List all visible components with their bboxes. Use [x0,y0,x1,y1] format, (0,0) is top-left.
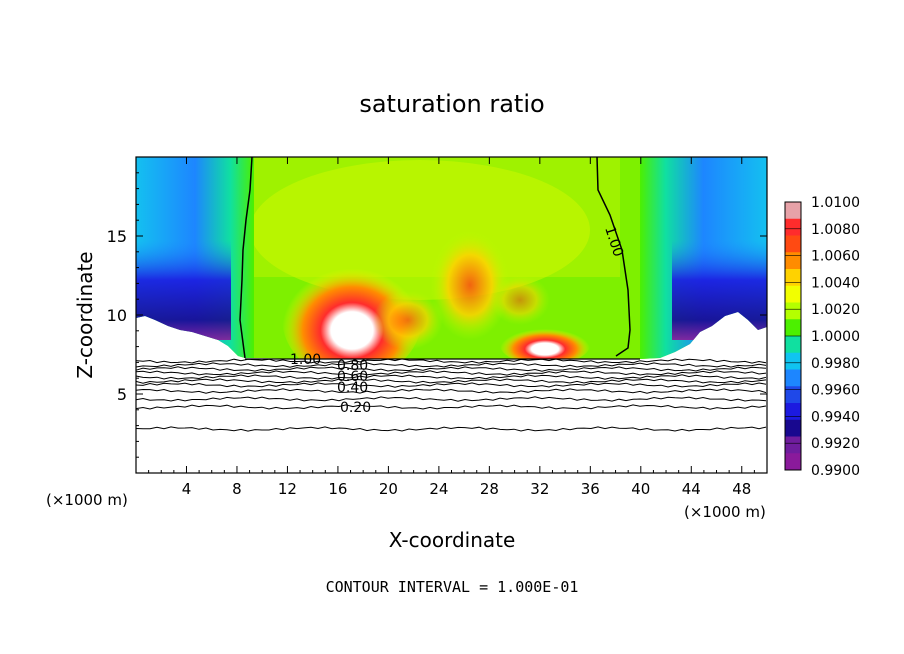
colorbar-label: 0.9900 [811,463,860,479]
colorbar-label: 0.9980 [811,356,860,372]
right-1.00-contour [596,156,631,357]
contour-line [135,378,767,384]
x-axis-label: X-coordinate [389,528,516,552]
colorbar-swatch [785,319,801,337]
colorbar-label: 1.0100 [811,195,860,211]
x-tick-label: 4 [182,480,192,498]
x-unit-left: (×1000 m) [46,491,128,509]
contour-line [135,366,767,372]
y-axis-label: Z-coordinate [73,251,97,378]
y-tick-label: 5 [117,385,127,404]
left-1.00-contour [239,156,253,359]
colorbar-label: 1.0020 [811,302,860,318]
colorbar-swatch [785,235,801,253]
x-tick-label: 40 [631,480,650,498]
left-low-dry-zone [136,240,231,340]
colorbar-label: 1.0040 [811,275,860,291]
colorbar-swatch [785,269,801,287]
colorbar-label: 0.9920 [811,436,860,452]
saturation-field [136,157,767,359]
contour-label-1.00: 1.00 [290,352,321,368]
contour-line [135,370,767,376]
contour-line [135,396,767,402]
low-level-contours [135,358,767,432]
colorbar-label: 1.0080 [811,222,860,238]
colorbar: 1.0100 1.0080 1.0060 1.0040 1.0020 1.0000 0.99… [784,195,860,479]
supersaturated-plume-5 [490,275,550,325]
colorbar-swatch [785,218,801,236]
contour-interval-text: CONTOUR INTERVAL = 1.000E-01 [326,578,579,596]
colorbar-swatch [785,436,801,454]
x-tick-label: 32 [530,480,549,498]
contour-line [135,374,767,380]
contour-label-group: 1.00 1.00 0.80 0.60 0.40 0.20 [290,224,626,416]
colorbar-swatch [785,403,801,421]
contour-line [135,426,767,432]
contour-line [135,358,767,364]
x-tick-label: 20 [379,480,398,498]
x-tick-label: 24 [429,480,448,498]
colorbar-label: 1.0000 [811,329,860,345]
y-axis: 5 10 15 [107,172,767,458]
x-tick-label: 16 [328,480,347,498]
contour-line [135,388,767,394]
colorbar-label: 0.9960 [811,383,860,399]
colorbar-swatch [785,252,801,270]
colorbar-swatch [785,202,801,220]
chart-title: saturation ratio [359,90,544,118]
colorbar-swatch [785,302,801,320]
field-contours [239,156,631,359]
colorbar-swatch [785,386,801,404]
contour-label-0.40: 0.40 [337,380,368,396]
x-tick-label: 44 [682,480,701,498]
colorbar-label: 1.0060 [811,249,860,265]
x-unit-right: (×1000 m) [684,503,766,521]
contour-label-0.60: 0.60 [337,369,368,385]
colorbar-swatch [785,285,801,303]
contour-line [135,404,767,410]
supersaturated-plume-3 [500,325,590,359]
y-tick-label: 10 [107,306,127,325]
contour-label-0.20: 0.20 [340,400,371,416]
right-low-dry-zone [672,240,767,340]
supersaturated-plume-1 [282,256,422,359]
x-tick-label: 48 [732,480,751,498]
x-tick-label: 12 [278,480,297,498]
colorbar-swatch [785,453,801,471]
colorbar-swatch [785,336,801,354]
x-tick-label: 8 [232,480,242,498]
colorbar-swatch [785,419,801,437]
colorbar-label: 0.9940 [811,409,860,425]
colorbar-swatch [785,369,801,387]
x-axis: 4 8 12 16 20 24 28 32 36 40 44 48 [148,157,755,498]
contour-line [135,362,767,368]
x-tick-label: 36 [581,480,600,498]
colorbar-swatch [785,352,801,370]
supersaturated-plume-4 [373,290,443,350]
contour-line [135,382,767,388]
y-tick-label: 15 [107,227,127,246]
contour-label-0.80: 0.80 [337,358,368,374]
supersaturated-plume-2 [430,230,510,340]
x-tick-label: 28 [480,480,499,498]
